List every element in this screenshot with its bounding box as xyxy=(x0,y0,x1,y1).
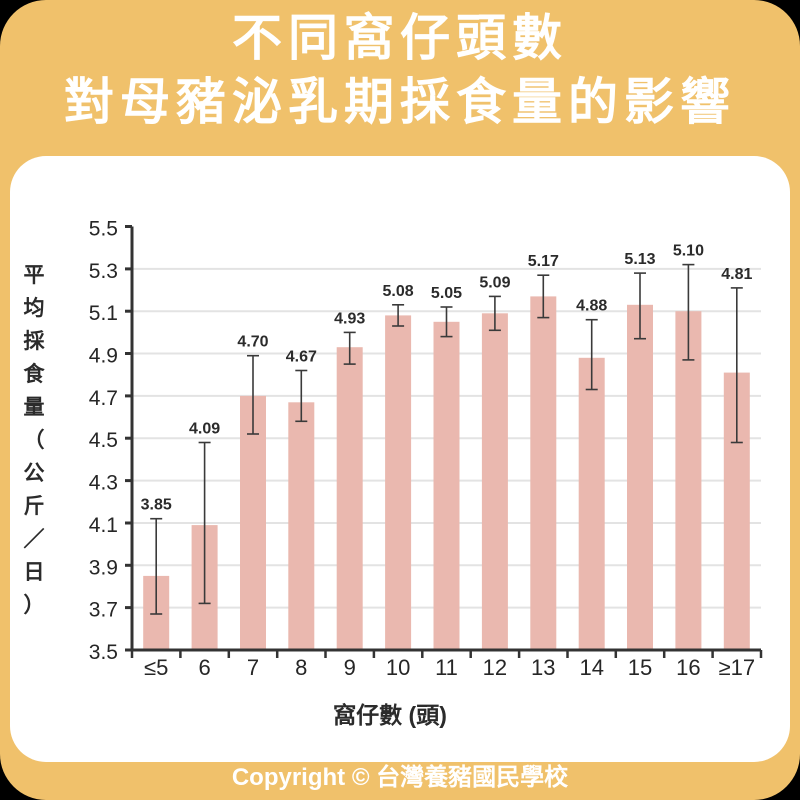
svg-text:4.88: 4.88 xyxy=(576,298,607,315)
svg-text:5.09: 5.09 xyxy=(479,274,510,291)
svg-text:≥17: ≥17 xyxy=(719,655,756,680)
svg-text:4.93: 4.93 xyxy=(334,310,365,327)
svg-text:4.09: 4.09 xyxy=(189,421,220,438)
svg-text:5.10: 5.10 xyxy=(673,243,704,260)
svg-text:15: 15 xyxy=(628,655,652,680)
svg-text:5.13: 5.13 xyxy=(624,251,655,268)
svg-text:4.9: 4.9 xyxy=(89,345,118,368)
svg-text:4.81: 4.81 xyxy=(721,266,752,283)
svg-text:11: 11 xyxy=(435,655,458,680)
svg-text:3.85: 3.85 xyxy=(141,497,172,514)
svg-text:4.7: 4.7 xyxy=(89,387,118,410)
svg-text:3.7: 3.7 xyxy=(89,599,118,622)
svg-text:4.1: 4.1 xyxy=(89,514,118,537)
svg-text:5.3: 5.3 xyxy=(89,260,118,283)
svg-text:12: 12 xyxy=(483,655,507,680)
svg-text:4.70: 4.70 xyxy=(237,334,268,351)
svg-text:≤5: ≤5 xyxy=(144,655,168,680)
svg-text:5.08: 5.08 xyxy=(383,283,414,300)
svg-text:10: 10 xyxy=(386,655,410,680)
svg-text:5.17: 5.17 xyxy=(528,253,559,270)
svg-text:13: 13 xyxy=(531,655,555,680)
svg-text:5.05: 5.05 xyxy=(431,285,462,302)
svg-text:6: 6 xyxy=(198,655,210,680)
svg-text:16: 16 xyxy=(676,655,700,680)
svg-text:5.1: 5.1 xyxy=(89,302,118,325)
svg-text:4.3: 4.3 xyxy=(89,472,118,495)
svg-text:7: 7 xyxy=(247,655,259,680)
svg-text:14: 14 xyxy=(579,655,603,680)
svg-text:3.5: 3.5 xyxy=(89,641,118,664)
svg-text:5.5: 5.5 xyxy=(89,218,118,241)
svg-text:3.9: 3.9 xyxy=(89,556,118,579)
svg-text:9: 9 xyxy=(344,655,356,680)
svg-text:4.5: 4.5 xyxy=(89,429,118,452)
svg-text:4.67: 4.67 xyxy=(286,349,317,366)
svg-text:8: 8 xyxy=(295,655,307,680)
